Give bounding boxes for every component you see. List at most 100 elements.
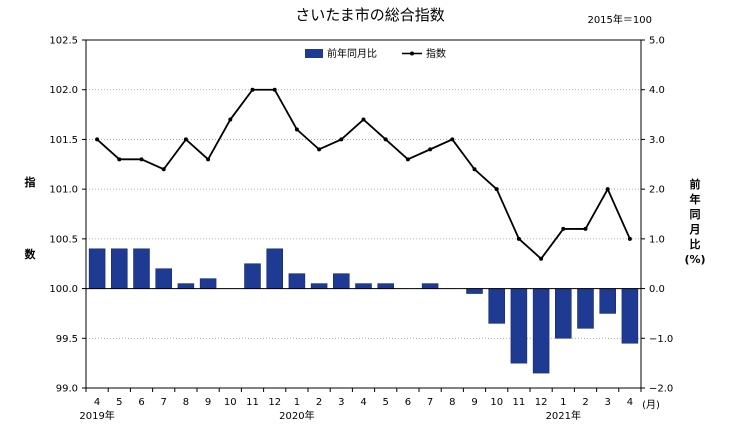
left-tick-label: 99.5 <box>56 334 78 345</box>
right-tick-label: −2.0 <box>649 384 673 395</box>
right-axis-label-char: (%) <box>684 253 705 266</box>
right-axis-label-char: 前 <box>690 177 701 191</box>
bar <box>577 288 594 329</box>
right-tick-label: 1.0 <box>649 234 665 245</box>
x-tick-label: 4 <box>360 397 366 408</box>
legend-bar-swatch <box>305 49 323 58</box>
bar <box>133 248 150 289</box>
left-tick-label: 102.0 <box>49 85 78 96</box>
bar <box>510 288 528 364</box>
right-axis-label-char: 年 <box>690 192 701 206</box>
index-point <box>561 226 566 231</box>
bar <box>421 283 439 289</box>
bar <box>466 288 483 294</box>
bar <box>177 283 195 289</box>
index-point <box>428 147 433 152</box>
left-tick-label: 100.5 <box>49 234 78 245</box>
legend: 前年同月比 指数 <box>305 47 446 60</box>
x-tick-label: 8 <box>449 397 455 408</box>
bar <box>88 248 106 289</box>
year-label: 2019年 <box>79 409 114 422</box>
left-tick-label: 99.0 <box>56 384 78 395</box>
right-tick-label: 3.0 <box>649 135 665 146</box>
bar <box>288 273 306 289</box>
index-point <box>494 187 499 192</box>
x-tick-label: 11 <box>513 397 526 408</box>
index-point <box>250 87 255 92</box>
index-point <box>206 157 211 162</box>
index-point <box>405 157 410 162</box>
x-tick-label: 3 <box>338 397 344 408</box>
bar <box>266 248 283 289</box>
right-tick-label: 5.0 <box>649 36 665 47</box>
bar <box>621 288 639 344</box>
x-tick-label: 2 <box>316 397 322 408</box>
bar <box>155 268 172 289</box>
line-series <box>95 87 632 261</box>
x-unit-label: (月) <box>642 399 660 411</box>
right-tick-label: 0.0 <box>649 284 665 295</box>
bar <box>310 283 328 289</box>
year-label: 2020年 <box>279 409 314 422</box>
x-tick-label: 6 <box>138 397 144 408</box>
index-point <box>317 147 322 152</box>
bar <box>488 288 505 324</box>
left-tick-label: 100.0 <box>49 284 78 295</box>
index-point <box>383 137 388 142</box>
x-tick-label: 6 <box>405 397 411 408</box>
index-point <box>183 137 188 142</box>
right-axis-label-char: 月 <box>689 223 701 236</box>
bar <box>555 288 572 339</box>
legend-line-marker <box>410 51 414 56</box>
x-tick-label: 10 <box>224 397 237 408</box>
left-tick-label: 102.5 <box>49 36 78 47</box>
right-tick-label: −1.0 <box>649 334 673 345</box>
x-tick-label: 1 <box>560 397 566 408</box>
x-tick-label: 9 <box>205 397 211 408</box>
index-point <box>117 157 122 162</box>
bar <box>377 283 394 289</box>
base-note: 2015年＝100 <box>587 13 652 26</box>
x-tick-label: 4 <box>94 397 100 408</box>
index-point <box>472 167 477 172</box>
left-axis-label-char: 数 <box>25 247 37 261</box>
x-tick-label: 9 <box>471 397 477 408</box>
bar <box>199 278 217 289</box>
axis-labels: 99.099.5100.0100.5101.0101.5102.0102.5−2… <box>25 36 706 423</box>
index-point <box>339 137 344 142</box>
legend-line-label: 指数 <box>426 47 446 60</box>
left-tick-label: 101.5 <box>49 135 78 146</box>
right-axis-label-char: 同 <box>690 208 701 221</box>
bar <box>355 283 372 289</box>
x-tick-label: 7 <box>161 397 167 408</box>
left-axis-label-char: 指 <box>25 175 36 189</box>
index-point <box>139 157 144 162</box>
x-tick-label: 3 <box>605 397 611 408</box>
left-tick-label: 101.0 <box>49 185 78 196</box>
right-axis-label-char: 比 <box>690 237 701 251</box>
right-tick-label: 2.0 <box>649 185 665 196</box>
right-tick-label: 4.0 <box>649 85 665 96</box>
x-tick-label: 1 <box>294 397 300 408</box>
index-point <box>450 137 455 142</box>
bar <box>244 263 261 289</box>
axes <box>82 39 645 392</box>
index-point <box>161 167 166 172</box>
x-tick-label: 11 <box>246 397 259 408</box>
chart-title: さいたま市の総合指数 <box>295 6 445 24</box>
index-point <box>627 236 632 241</box>
index-point <box>294 127 299 132</box>
x-tick-label: 5 <box>383 397 389 408</box>
index-point <box>272 87 277 92</box>
bar-series <box>88 248 639 374</box>
x-tick-label: 2 <box>582 397 588 408</box>
index-point <box>583 226 588 231</box>
index-point <box>95 137 100 142</box>
legend-bar-label: 前年同月比 <box>327 47 377 60</box>
bar <box>532 288 550 374</box>
x-tick-label: 7 <box>427 397 433 408</box>
year-label: 2021年 <box>546 409 581 422</box>
index-point <box>516 236 521 241</box>
x-tick-label: 12 <box>268 397 281 408</box>
